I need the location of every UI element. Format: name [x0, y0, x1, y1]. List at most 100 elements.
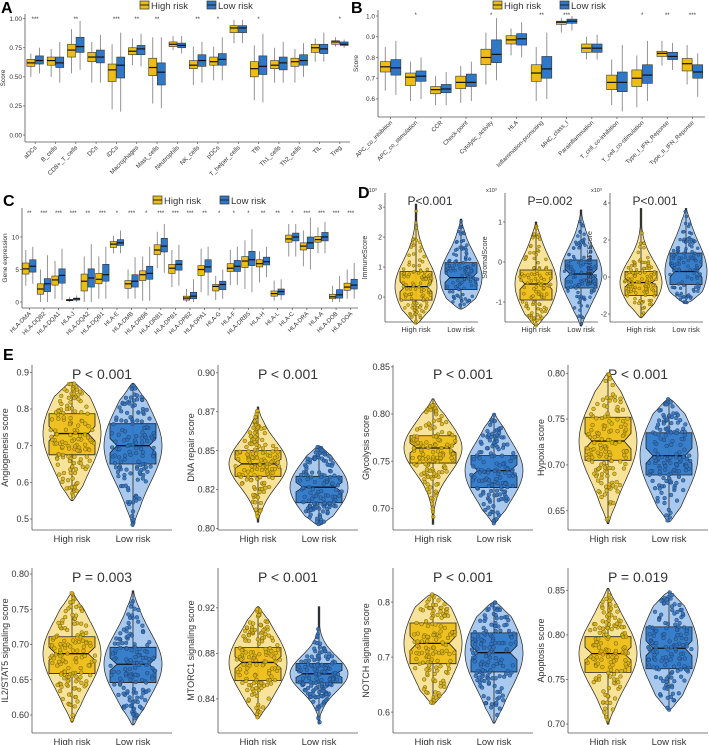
data-point — [532, 256, 536, 261]
data-point — [612, 615, 618, 620]
data-point — [499, 435, 504, 440]
data-point — [586, 457, 591, 462]
data-point — [414, 650, 419, 656]
data-point — [74, 674, 79, 679]
y-tick-label: 0.80 — [11, 569, 29, 579]
data-point — [79, 621, 84, 626]
data-point — [522, 274, 526, 278]
high-risk-violin-group — [394, 203, 438, 325]
significance-label: * — [218, 211, 221, 217]
data-point — [495, 471, 501, 477]
data-point — [420, 309, 424, 313]
box — [405, 72, 416, 86]
data-point — [123, 395, 128, 400]
data-point — [618, 424, 624, 429]
data-point — [683, 221, 688, 226]
data-point — [506, 618, 511, 623]
data-point — [540, 292, 544, 296]
box — [212, 284, 220, 292]
data-point — [425, 267, 429, 272]
high-risk-box — [656, 40, 668, 66]
data-point — [81, 648, 86, 653]
data-point — [480, 673, 485, 679]
data-point — [482, 645, 487, 650]
y-tick-label: 0.50 — [9, 74, 22, 81]
data-point — [658, 436, 663, 441]
data-point — [312, 667, 317, 672]
data-point — [139, 695, 144, 700]
data-point — [312, 480, 317, 485]
data-point — [450, 433, 455, 438]
data-point — [661, 460, 667, 465]
data-point — [439, 615, 444, 620]
data-point — [416, 271, 421, 275]
data-point — [133, 665, 138, 670]
low-risk-box — [197, 41, 207, 83]
data-point — [631, 271, 635, 275]
data-point — [153, 668, 158, 673]
x-tick-label: High risk — [521, 325, 550, 334]
data-point — [319, 677, 324, 682]
data-point — [591, 656, 596, 661]
data-point — [537, 267, 541, 271]
data-point — [422, 470, 427, 475]
significance-label: ** — [155, 17, 160, 23]
data-point — [664, 676, 669, 681]
data-point — [629, 264, 634, 268]
data-point — [453, 248, 458, 252]
data-point — [665, 600, 670, 605]
significance-label: * — [116, 211, 119, 217]
y-tick-label: 10 — [12, 234, 20, 241]
data-point — [76, 423, 81, 428]
data-point — [640, 301, 644, 305]
data-point — [430, 276, 434, 280]
data-point — [79, 419, 85, 424]
data-point — [638, 299, 642, 303]
data-point — [325, 493, 331, 498]
data-point — [338, 476, 343, 481]
data-point — [615, 429, 620, 434]
data-point — [419, 650, 424, 655]
data-point — [676, 691, 681, 696]
data-point — [452, 263, 457, 267]
data-point — [448, 290, 452, 294]
x-tick-label: TIL — [312, 144, 324, 156]
data-point — [672, 485, 677, 490]
data-point — [583, 243, 587, 247]
data-point — [658, 427, 663, 432]
data-point — [131, 517, 136, 522]
data-point — [410, 455, 415, 460]
data-point — [588, 281, 592, 285]
data-point — [593, 622, 598, 627]
data-point — [591, 680, 596, 685]
data-point — [531, 300, 536, 304]
data-point — [463, 297, 467, 301]
y-tick-label: 0.85 — [547, 585, 565, 595]
data-point — [650, 478, 655, 483]
data-point — [435, 658, 440, 663]
data-point — [140, 655, 145, 661]
data-point — [78, 457, 83, 462]
data-point — [272, 655, 277, 660]
data-point — [694, 263, 699, 268]
data-point — [134, 494, 139, 499]
data-point — [145, 438, 150, 443]
data-point — [252, 447, 258, 452]
y-tick-label: 0.8 — [377, 597, 390, 607]
data-point — [456, 278, 460, 283]
data-point — [50, 643, 55, 648]
data-point — [433, 602, 438, 608]
data-point — [58, 642, 63, 647]
data-point — [623, 649, 628, 654]
data-point — [70, 638, 76, 643]
data-point — [487, 512, 492, 517]
data-point — [606, 670, 611, 675]
data-point — [450, 451, 456, 456]
data-point — [490, 483, 495, 488]
data-point — [419, 639, 425, 644]
data-point — [599, 472, 605, 477]
y-tick-label: 1.00 — [9, 16, 22, 23]
data-point — [424, 667, 429, 672]
low-risk-box — [321, 222, 329, 254]
data-point — [472, 659, 477, 664]
